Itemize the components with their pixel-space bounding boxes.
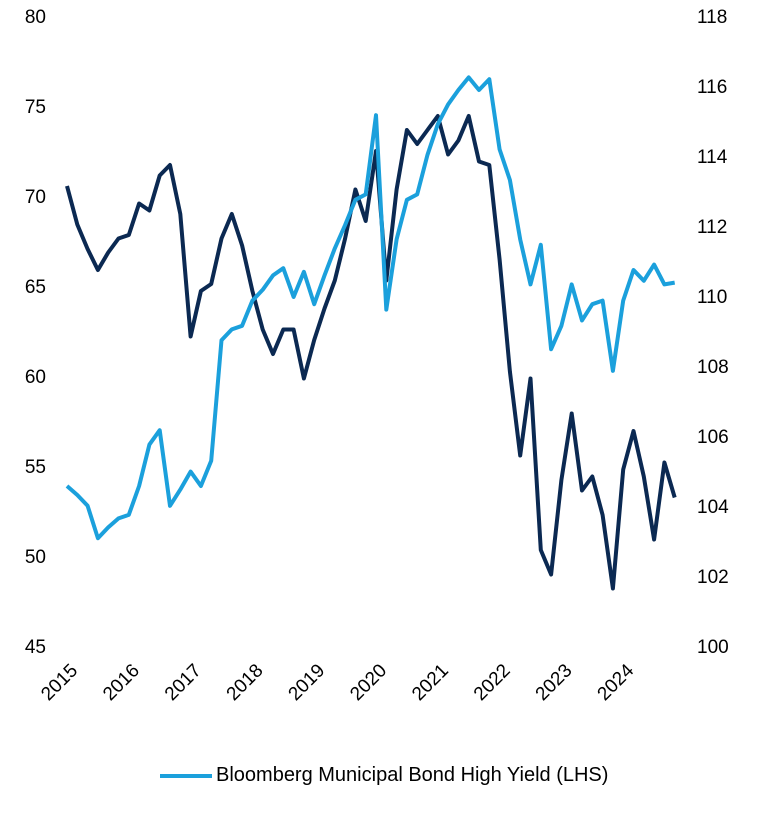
y2-tick-label: 102 [697, 567, 729, 588]
y-tick-label: 65 [25, 277, 46, 298]
x-tick-label: 2016 [99, 660, 144, 705]
series-line [65, 75, 676, 541]
x-tick-label: 2017 [161, 660, 206, 705]
y2-tick-label: 116 [697, 77, 727, 98]
x-tick-label: 2015 [37, 660, 82, 705]
y-tick-label: 50 [25, 547, 46, 568]
y-tick-label: 80 [25, 7, 46, 28]
x-tick-label: 2020 [346, 660, 391, 705]
x-tick-label: 2024 [594, 660, 639, 705]
y2-tick-label: 106 [697, 427, 729, 448]
x-tick-label: 2022 [470, 660, 515, 705]
y-tick-label: 60 [25, 367, 46, 388]
y2-tick-label: 110 [697, 287, 727, 308]
y2-tick-label: 114 [697, 147, 728, 168]
x-tick-label: 2019 [285, 660, 330, 705]
chart: 45 50 55 60 65 70 75 80 100 102 104 106 108 110 112 114… [25, 7, 729, 705]
y-tick-label: 45 [25, 637, 46, 658]
x-tick-label: 2018 [223, 660, 268, 705]
legend-label: Bloomberg Municipal Bond High Yield (LHS… [216, 764, 609, 786]
y-tick-label: 55 [25, 457, 46, 478]
legend: Bloomberg Municipal Bond High Yield (LHS… [160, 763, 636, 787]
y2-tick-label: 108 [697, 357, 729, 378]
x-tick-label: 2023 [532, 660, 577, 705]
y2-tick-label: 104 [697, 497, 729, 518]
y2-tick-label: 100 [697, 637, 729, 658]
y2-tick-label: 112 [697, 217, 727, 238]
y-tick-label: 75 [25, 97, 46, 118]
x-tick-label: 2021 [408, 660, 453, 705]
y2-tick-label: 118 [697, 7, 727, 28]
y-tick-label: 70 [25, 187, 46, 208]
series-line [65, 114, 677, 591]
legend-swatch [160, 774, 212, 778]
